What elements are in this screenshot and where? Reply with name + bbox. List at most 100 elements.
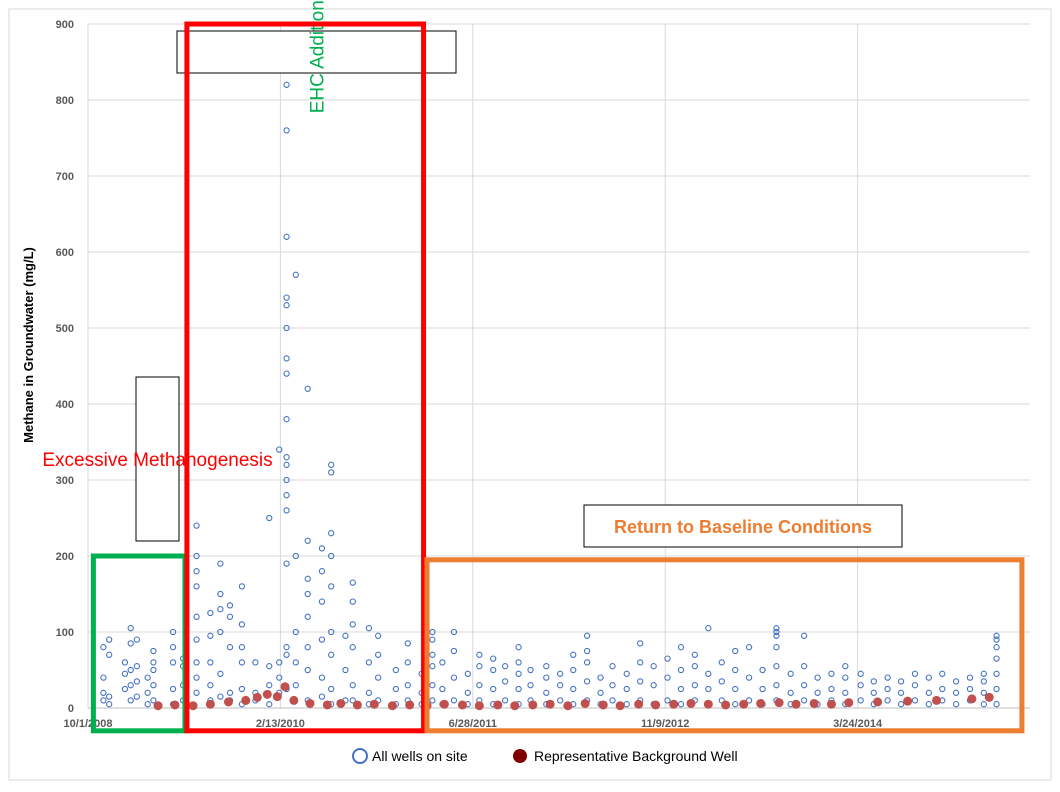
data-point — [170, 700, 180, 710]
data-point — [193, 522, 200, 529]
data-point — [365, 689, 373, 696]
data-point — [677, 644, 685, 651]
data-point — [583, 659, 591, 666]
data-point — [289, 695, 299, 705]
data-point — [791, 699, 801, 709]
data-point — [207, 659, 214, 666]
data-point — [718, 678, 725, 685]
data-point — [144, 689, 151, 696]
data-point — [328, 685, 335, 693]
data-point — [238, 685, 246, 693]
data-point — [501, 678, 509, 685]
data-point — [609, 697, 616, 704]
data-point — [844, 698, 854, 708]
data-point — [121, 685, 129, 693]
data-point — [305, 698, 315, 708]
data-point — [739, 699, 749, 709]
data-point — [150, 666, 157, 674]
data-point — [100, 697, 107, 704]
data-point — [623, 670, 630, 677]
data-point — [328, 651, 335, 658]
data-point — [238, 659, 246, 666]
data-point — [150, 697, 157, 704]
data-point — [127, 666, 134, 674]
data-point — [476, 663, 483, 670]
data-point — [925, 701, 932, 708]
data-point — [205, 699, 215, 709]
data-point — [193, 568, 200, 575]
data-point — [193, 636, 200, 643]
data-point — [127, 697, 134, 704]
data-point — [664, 674, 671, 681]
data-point — [169, 685, 177, 693]
data-point — [374, 674, 382, 681]
data-point — [283, 81, 290, 88]
data-point — [677, 666, 685, 674]
data-point — [939, 670, 946, 677]
data-point — [570, 666, 577, 674]
data-point — [106, 693, 113, 700]
data-point — [292, 552, 299, 560]
data-point — [342, 632, 349, 639]
data-point — [691, 682, 698, 689]
data-point — [800, 697, 808, 704]
data-point — [450, 697, 458, 704]
data-point — [952, 689, 960, 696]
data-point — [387, 701, 397, 711]
data-point — [169, 644, 177, 651]
data-point — [637, 640, 644, 647]
data-point — [106, 636, 113, 643]
data-point — [980, 678, 987, 685]
data-point — [939, 685, 946, 693]
data-point — [266, 682, 273, 689]
data-point — [800, 632, 808, 639]
data-point — [931, 695, 941, 705]
data-point — [283, 454, 290, 461]
data-point — [474, 701, 484, 711]
data-point — [252, 659, 259, 666]
data-point — [615, 701, 625, 711]
annotation-region — [184, 21, 427, 734]
data-point — [828, 670, 835, 677]
data-point — [857, 670, 864, 677]
data-point — [543, 674, 550, 681]
series-all-wells — [100, 81, 1000, 708]
data-point — [100, 689, 107, 696]
data-point — [842, 689, 849, 696]
data-point — [429, 682, 436, 689]
data-point — [732, 647, 739, 655]
data-point — [217, 693, 224, 700]
data-point — [439, 659, 446, 666]
data-point — [773, 663, 780, 670]
y-tick-label: 0 — [68, 703, 74, 715]
legend-label-background-well: Representative Background Well — [534, 748, 738, 764]
data-point — [993, 701, 1000, 708]
data-point — [349, 682, 356, 689]
data-point — [897, 678, 905, 685]
data-point — [133, 636, 141, 643]
data-point — [842, 674, 849, 681]
data-point — [322, 700, 332, 710]
annotation-label-box — [135, 376, 180, 542]
data-point — [993, 636, 1000, 643]
annotation-label: EHC Additions — [308, 0, 329, 113]
x-tick-label: 6/28/2011 — [449, 718, 497, 730]
data-point — [457, 700, 467, 710]
data-point — [207, 682, 214, 689]
data-point — [814, 674, 821, 681]
data-point — [283, 127, 290, 134]
data-point — [980, 689, 987, 696]
data-point — [993, 670, 1000, 677]
data-point — [718, 659, 725, 666]
data-point — [691, 663, 698, 670]
data-point — [150, 682, 157, 689]
data-point — [952, 678, 960, 685]
data-point — [429, 697, 436, 704]
data-point — [404, 659, 411, 666]
data-point — [634, 699, 644, 709]
data-point — [580, 698, 590, 708]
data-point — [328, 461, 335, 468]
data-point — [510, 701, 520, 711]
data-point — [207, 609, 214, 617]
